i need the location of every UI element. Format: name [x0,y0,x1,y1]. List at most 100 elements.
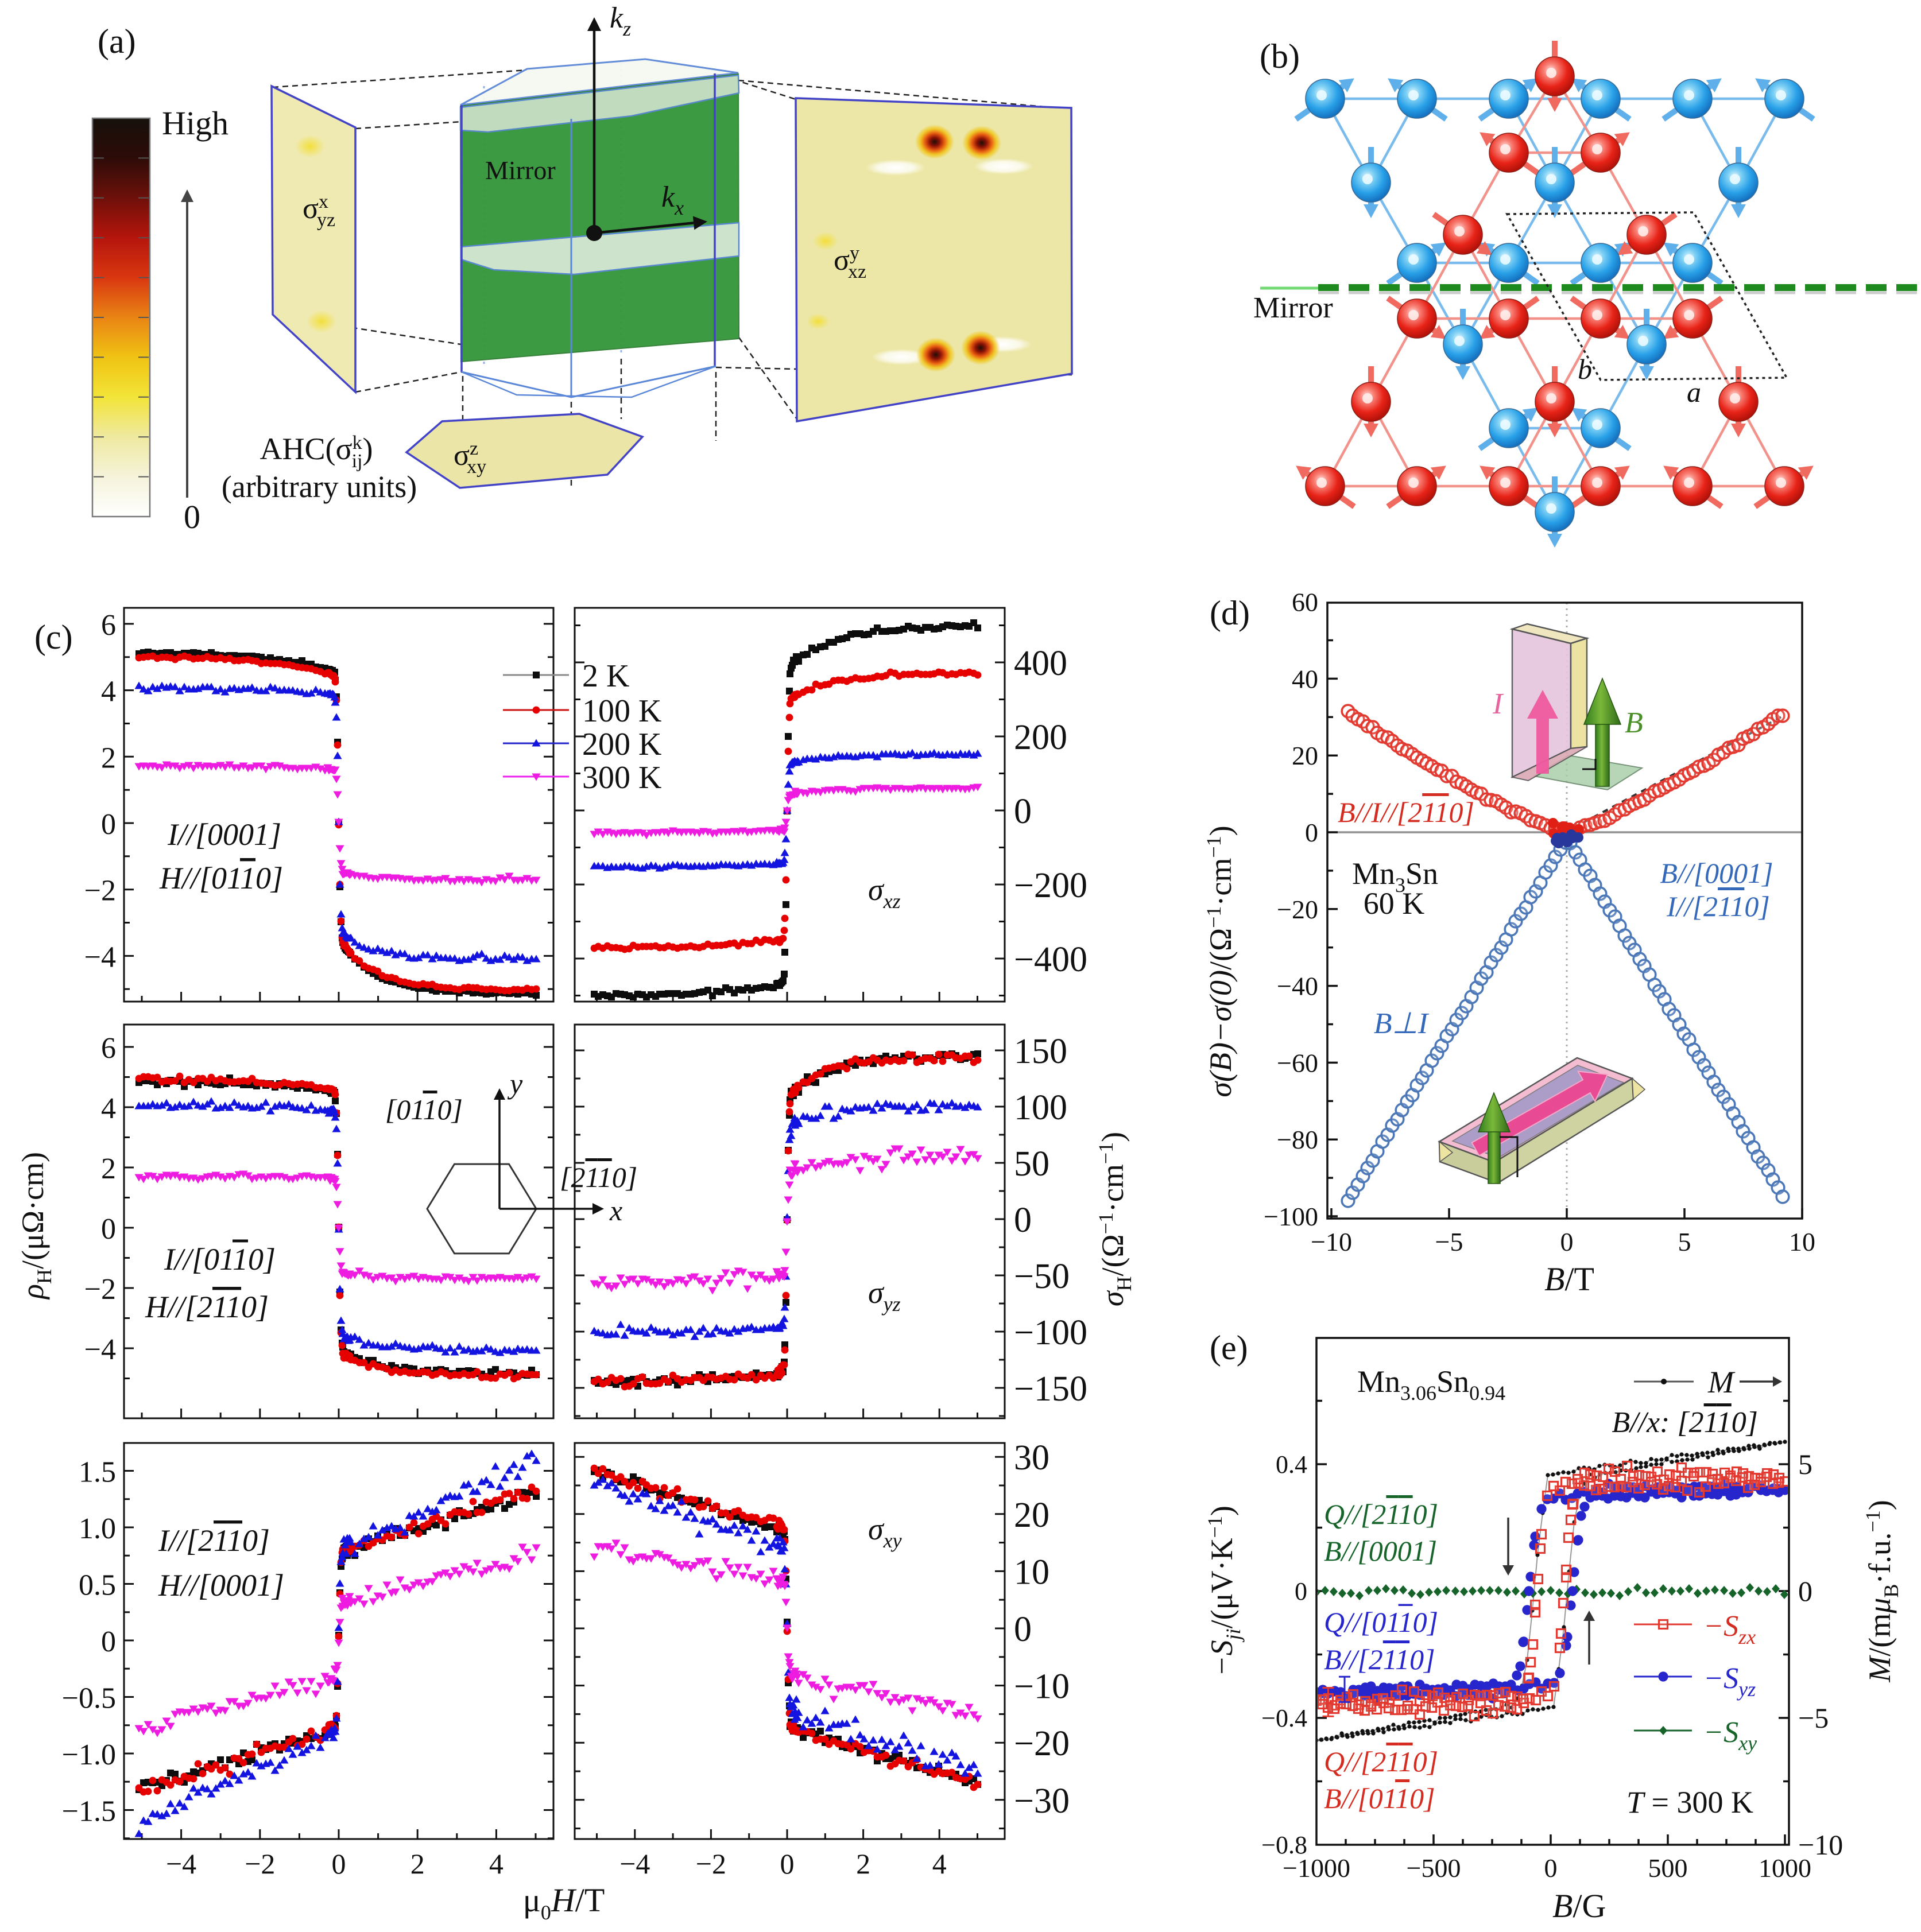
svg-text:−0.4: −0.4 [1261,1704,1307,1732]
svg-text:2 K: 2 K [582,658,629,694]
svg-text:0: 0 [780,1848,795,1880]
svg-text:B/T: B/T [1544,1260,1594,1298]
svg-text:σ(B)−σ(0)/(Ω−1·cm−1): σ(B)−σ(0)/(Ω−1·cm−1) [1202,825,1238,1097]
svg-text:2: 2 [101,1153,116,1185]
svg-text:6: 6 [101,609,116,642]
svg-text:B//[0001]: B//[0001] [1660,857,1773,889]
svg-text:500: 500 [1648,1853,1688,1883]
svg-text:−5: −5 [1435,1227,1463,1256]
svg-text:b: b [1578,353,1592,385]
svg-text:0.4: 0.4 [1276,1450,1307,1479]
svg-text:50: 50 [1014,1145,1049,1184]
svg-text:−5: −5 [1798,1702,1829,1734]
svg-text:Q//[2110]: Q//[2110] [1324,1498,1438,1530]
svg-text:σyz: σyz [868,1275,901,1316]
svg-text:0.5: 0.5 [79,1569,116,1602]
svg-text:I//[2110]: I//[2110] [1666,890,1770,922]
svg-text:4: 4 [489,1848,504,1880]
svg-text:(c): (c) [34,618,73,656]
svg-text:−0.5: −0.5 [62,1682,116,1715]
svg-text:B/G: B/G [1552,1887,1606,1925]
svg-text:−10: −10 [1311,1227,1352,1256]
svg-text:−4: −4 [84,1333,116,1366]
svg-text:0: 0 [1798,1575,1812,1607]
svg-text:−1.5: −1.5 [62,1795,116,1828]
svg-text:−4: −4 [166,1848,196,1880]
svg-text:−400: −400 [1014,940,1087,979]
svg-text:−2: −2 [696,1848,726,1880]
svg-text:Mirror: Mirror [485,156,556,185]
svg-text:μ0H/T: μ0H/T [523,1881,605,1924]
svg-text:y: y [507,1068,523,1100]
svg-text:kx: kx [661,181,684,219]
svg-text:4: 4 [101,676,116,708]
svg-text:−10: −10 [1014,1667,1070,1706]
svg-text:0: 0 [101,808,116,841]
svg-text:B: B [1625,707,1643,739]
svg-text:−80: −80 [1277,1125,1318,1154]
svg-text:−4: −4 [619,1848,650,1880]
svg-text:4: 4 [101,1092,116,1125]
svg-text:σxz: σxz [868,872,901,913]
svg-text:(arbitrary units): (arbitrary units) [222,470,417,504]
svg-text:I//[2110]: I//[2110] [158,1523,270,1558]
svg-text:200 K: 200 K [582,727,661,762]
svg-text:0: 0 [1014,1610,1032,1649]
svg-text:M/(mμB·f.u.−1): M/(mμB·f.u.−1) [1861,1500,1903,1682]
svg-text:−150: −150 [1014,1370,1087,1409]
svg-text:a: a [1687,376,1701,408]
svg-text:60: 60 [1292,591,1318,617]
svg-text:6: 6 [101,1032,116,1065]
svg-text:−100: −100 [1014,1313,1087,1352]
svg-text:−Sji/(μV·K−1): −Sji/(μV·K−1) [1203,1506,1245,1677]
svg-text:10: 10 [1014,1553,1049,1592]
svg-text:1000: 1000 [1759,1853,1811,1883]
svg-text:B//[0001]: B//[0001] [1324,1535,1437,1567]
svg-text:−60: −60 [1277,1048,1318,1077]
svg-text:20: 20 [1292,741,1318,770]
svg-text:−40: −40 [1277,972,1318,1001]
svg-text:0: 0 [1544,1853,1558,1883]
svg-text:I//[0110]: I//[0110] [164,1242,276,1277]
svg-text:−2: −2 [84,1273,116,1306]
svg-text:−30: −30 [1014,1782,1070,1821]
svg-text:0: 0 [1295,1577,1307,1605]
svg-text:−Szx: −Szx [1703,1610,1756,1648]
svg-text:5: 5 [1798,1448,1812,1480]
svg-text:−10: −10 [1798,1829,1843,1861]
svg-text:1.5: 1.5 [79,1456,116,1489]
svg-text:Q//[2110]: Q//[2110] [1324,1745,1438,1778]
svg-text:−50: −50 [1014,1257,1070,1296]
svg-text:Mn3.06Sn0.94: Mn3.06Sn0.94 [1357,1364,1505,1405]
svg-text:B⊥I: B⊥I [1374,1007,1430,1040]
svg-text:30: 30 [1014,1438,1049,1477]
svg-text:Mirror: Mirror [1253,292,1333,324]
svg-text:100: 100 [1014,1088,1067,1127]
svg-text:4: 4 [932,1848,947,1880]
svg-text:I//[0001]: I//[0001] [167,817,281,852]
svg-text:2: 2 [856,1848,870,1880]
svg-text:60 K: 60 K [1364,886,1425,921]
svg-text:1.0: 1.0 [79,1512,116,1545]
svg-text:High: High [162,104,228,142]
svg-text:150: 150 [1014,1032,1067,1071]
svg-text:0: 0 [184,498,200,536]
svg-text:0: 0 [1305,818,1318,847]
svg-text:I: I [1492,688,1504,720]
svg-text:M: M [1707,1365,1736,1399]
svg-text:−20: −20 [1014,1724,1070,1763]
svg-text:σH/(Ω−1·cm−1): σH/(Ω−1·cm−1) [1094,1132,1136,1306]
svg-text:−Syz: −Syz [1703,1662,1756,1701]
svg-text:0: 0 [1014,1201,1032,1240]
svg-text:20: 20 [1014,1496,1049,1535]
svg-text:100 K: 100 K [582,693,661,729]
svg-text:−200: −200 [1014,866,1087,905]
svg-text:B//x: [2110]: B//x: [2110] [1612,1406,1758,1439]
svg-text:2: 2 [410,1848,425,1880]
svg-text:−2: −2 [84,875,116,907]
svg-text:2: 2 [101,742,116,774]
svg-text:−100: −100 [1264,1202,1318,1231]
svg-text:10: 10 [1789,1227,1815,1256]
